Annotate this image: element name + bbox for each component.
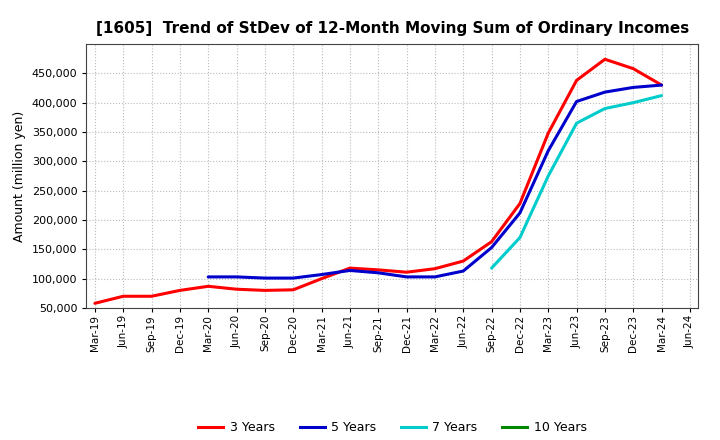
7 Years [629,100,637,105]
7 Years [657,93,666,98]
5 Years [318,272,326,277]
3 Years [402,270,411,275]
3 Years [516,201,524,206]
7 Years [572,121,581,126]
5 Years [600,89,609,95]
7 Years [487,265,496,271]
5 Years [459,268,467,274]
Title: [1605]  Trend of StDev of 12-Month Moving Sum of Ordinary Incomes: [1605] Trend of StDev of 12-Month Moving… [96,21,689,36]
5 Years [544,148,552,154]
5 Years [346,268,354,273]
5 Years [572,99,581,104]
3 Years [233,286,241,292]
5 Years [516,210,524,216]
5 Years [204,274,212,279]
3 Years [346,265,354,271]
3 Years [148,293,156,299]
5 Years [657,82,666,88]
3 Years [657,82,666,88]
3 Years [459,258,467,264]
3 Years [289,287,297,293]
3 Years [91,301,99,306]
5 Years [402,274,411,279]
3 Years [318,276,326,281]
5 Years [261,275,269,281]
5 Years [289,275,297,281]
7 Years [516,235,524,240]
Y-axis label: Amount (million yen): Amount (million yen) [13,110,26,242]
7 Years [544,173,552,179]
3 Years [487,239,496,244]
3 Years [544,131,552,136]
3 Years [119,293,127,299]
5 Years [431,274,439,279]
3 Years [431,266,439,271]
5 Years [487,245,496,250]
3 Years [204,284,212,289]
3 Years [374,267,382,272]
5 Years [629,85,637,90]
3 Years [629,66,637,71]
3 Years [572,78,581,83]
Line: 7 Years: 7 Years [492,95,662,268]
Legend: 3 Years, 5 Years, 7 Years, 10 Years: 3 Years, 5 Years, 7 Years, 10 Years [193,416,592,439]
3 Years [261,288,269,293]
3 Years [600,57,609,62]
3 Years [176,288,184,293]
Line: 3 Years: 3 Years [95,59,662,303]
5 Years [233,274,241,279]
7 Years [600,106,609,111]
Line: 5 Years: 5 Years [208,85,662,278]
5 Years [374,270,382,275]
